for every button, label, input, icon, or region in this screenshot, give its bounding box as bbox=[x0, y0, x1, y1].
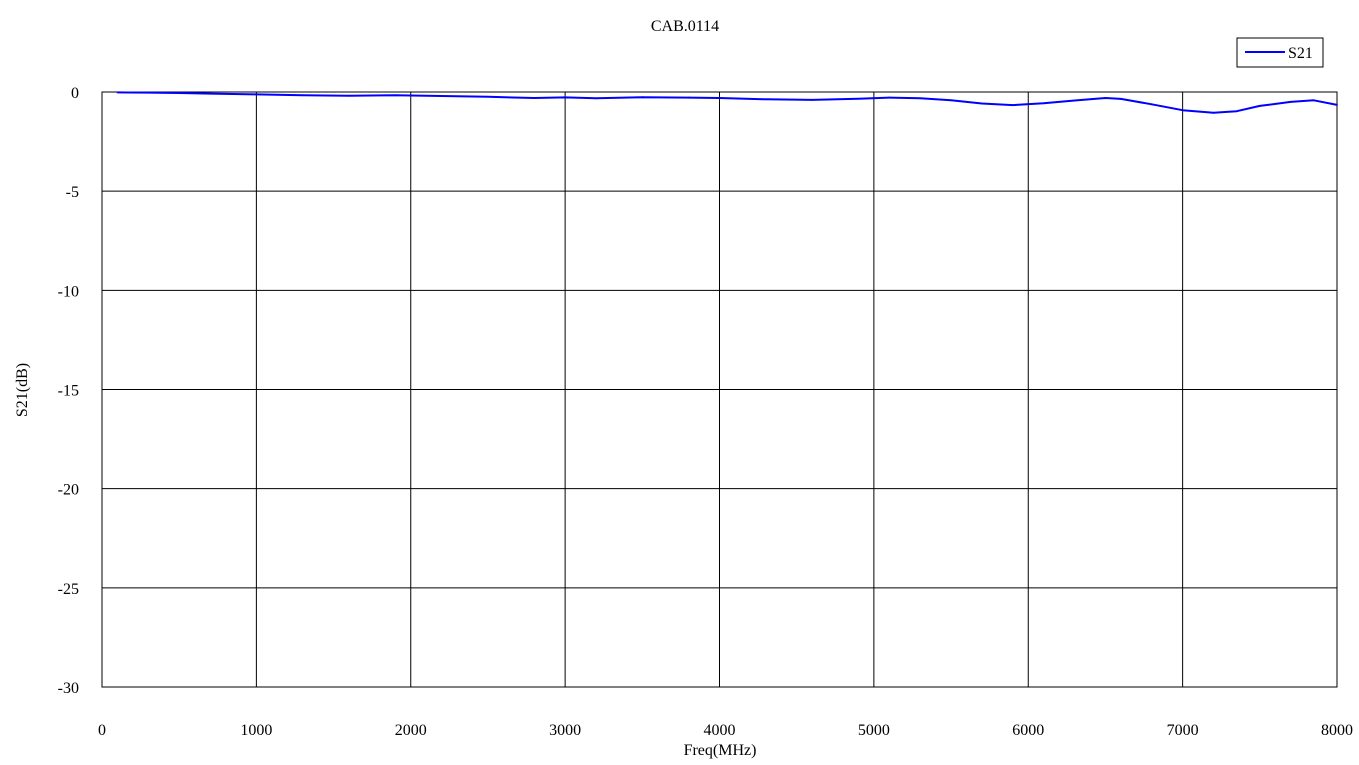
data-point bbox=[641, 96, 644, 99]
y-tick-label: -15 bbox=[58, 383, 79, 400]
data-point bbox=[1073, 99, 1076, 102]
data-point bbox=[1119, 98, 1122, 100]
data-point bbox=[857, 97, 860, 100]
x-tick-label: 3000 bbox=[549, 722, 581, 739]
y-axis-ticks: 0 -5 -10 -15 -20 -25 -30 bbox=[58, 85, 79, 697]
data-point bbox=[687, 96, 690, 99]
data-point bbox=[301, 94, 304, 97]
y-tick-label: -20 bbox=[58, 482, 79, 499]
data-point bbox=[1104, 97, 1107, 99]
data-point bbox=[950, 99, 952, 102]
data-point bbox=[533, 97, 536, 99]
data-point bbox=[764, 98, 767, 101]
data-point bbox=[1042, 102, 1045, 105]
y-tick-label: -30 bbox=[58, 680, 79, 697]
x-tick-label: 7000 bbox=[1167, 722, 1199, 739]
y-tick-label: -25 bbox=[58, 581, 79, 598]
data-point bbox=[487, 95, 489, 98]
data-point bbox=[981, 102, 983, 105]
y-axis-label: S21(dB) bbox=[14, 363, 31, 417]
data-point bbox=[1235, 110, 1238, 113]
data-point bbox=[919, 97, 922, 100]
data-point bbox=[1181, 109, 1184, 112]
data-point bbox=[888, 96, 891, 99]
x-tick-label: 5000 bbox=[858, 722, 890, 739]
series-line-s21 bbox=[117, 91, 1338, 114]
x-tick-label: 4000 bbox=[704, 722, 736, 739]
x-tick-label: 6000 bbox=[1012, 722, 1044, 739]
grid-lines bbox=[101, 91, 1338, 688]
data-point bbox=[147, 91, 150, 94]
data-point bbox=[209, 92, 211, 95]
x-tick-label: 8000 bbox=[1321, 722, 1353, 739]
data-point bbox=[1289, 101, 1292, 103]
data-point bbox=[178, 92, 181, 94]
x-tick-label: 2000 bbox=[395, 722, 427, 739]
legend-label-s21: S21 bbox=[1288, 45, 1313, 62]
legend: S21 bbox=[1236, 37, 1324, 68]
chart-title: CAB.0114 bbox=[651, 18, 719, 35]
data-point bbox=[255, 93, 258, 96]
y-tick-label: -10 bbox=[58, 283, 79, 300]
data-point bbox=[1150, 103, 1153, 106]
data-point bbox=[718, 97, 721, 99]
y-tick-label: 0 bbox=[71, 85, 79, 102]
x-tick-label: 1000 bbox=[240, 722, 272, 739]
data-point bbox=[1212, 111, 1215, 114]
data-point bbox=[116, 91, 119, 94]
series-layer bbox=[116, 91, 1338, 114]
plot-area bbox=[101, 91, 1338, 688]
data-point bbox=[1336, 103, 1338, 106]
x-axis-ticks: 0 1000 2000 3000 4000 5000 6000 7000 8000 bbox=[98, 722, 1353, 739]
data-point bbox=[440, 95, 443, 97]
data-point bbox=[1312, 99, 1315, 102]
data-point bbox=[1258, 104, 1261, 107]
data-point bbox=[394, 94, 397, 97]
x-tick-label: 0 bbox=[98, 722, 106, 739]
data-point bbox=[595, 97, 597, 100]
data-point bbox=[811, 99, 814, 101]
data-point bbox=[348, 94, 350, 97]
data-point bbox=[564, 96, 567, 99]
data-point bbox=[1011, 104, 1014, 106]
y-tick-label: -5 bbox=[66, 184, 79, 201]
x-axis-label: Freq(MHz) bbox=[684, 742, 757, 759]
